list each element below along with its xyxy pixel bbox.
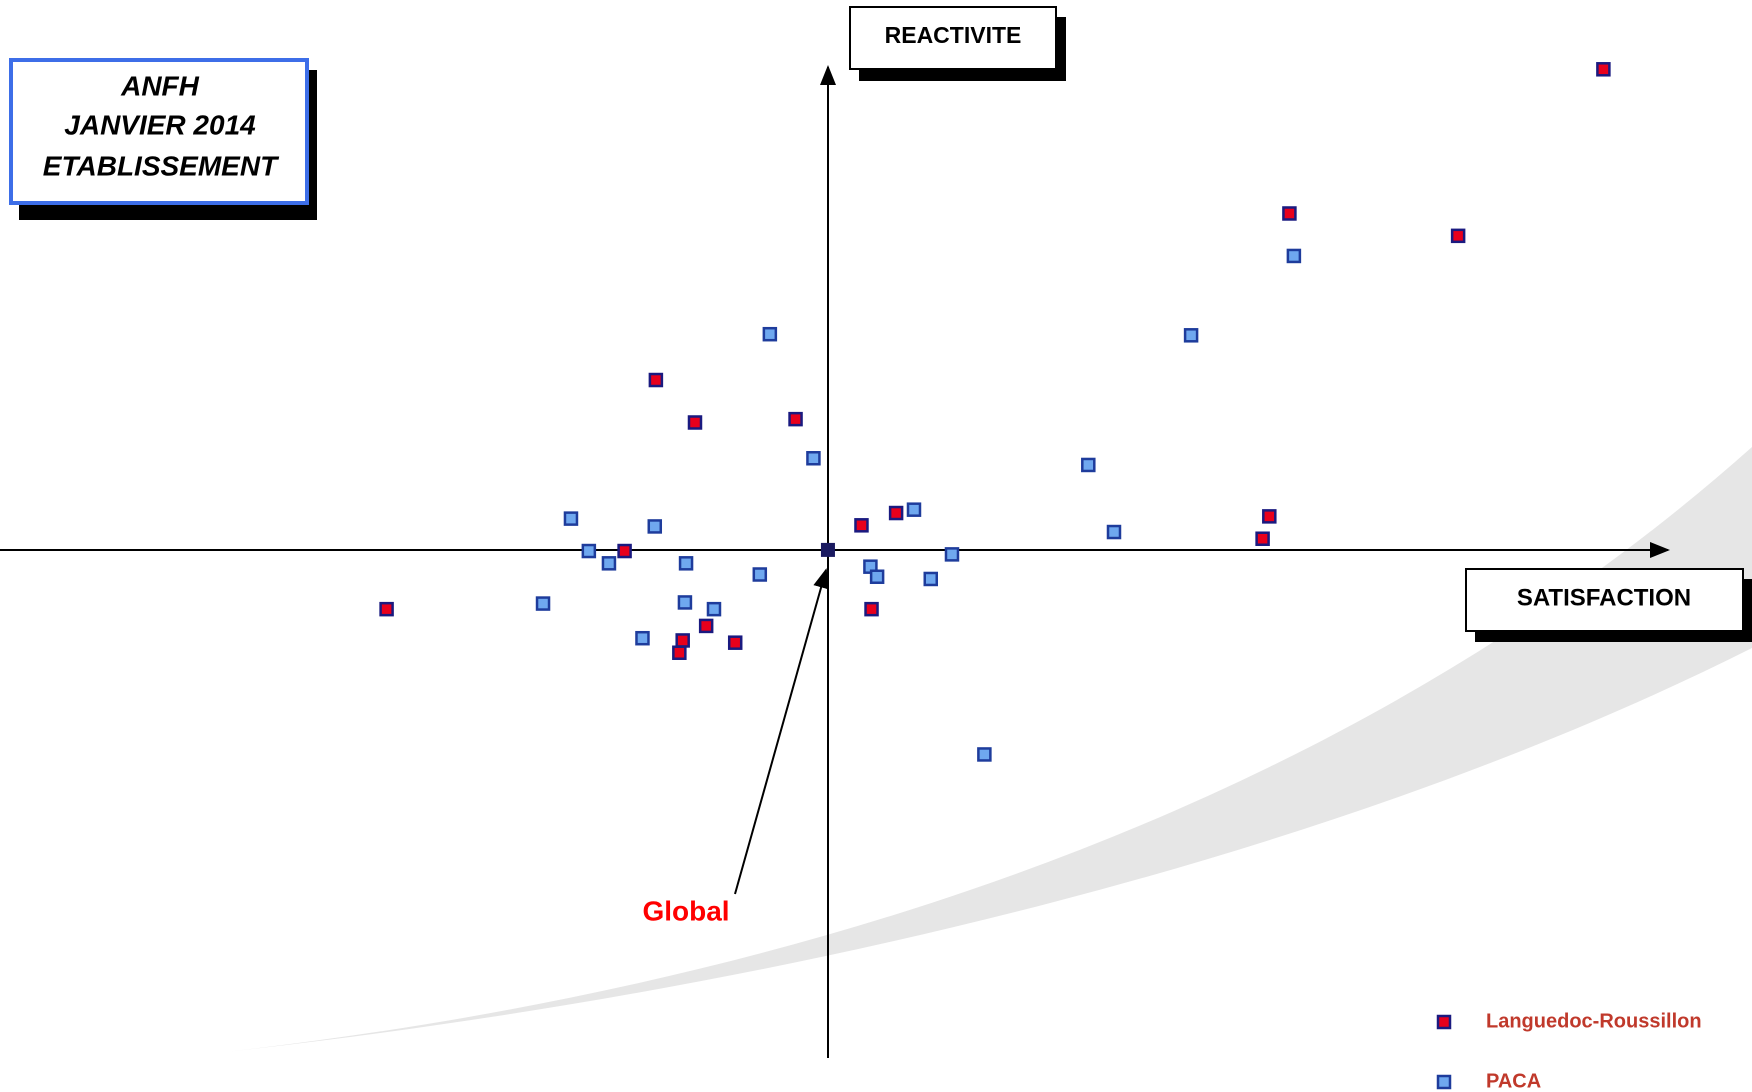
title-line: ETABLISSEMENT [43,150,280,181]
point [752,567,768,582]
point [906,502,922,517]
legend-swatch [1436,1074,1452,1090]
y-axis-label: REACTIVITE [885,22,1022,48]
point [864,601,879,617]
global-point [820,542,835,557]
point [535,596,551,611]
legend-label: Languedoc-Roussillon [1486,1010,1702,1032]
point [687,415,703,430]
point [698,618,714,634]
legend-label: PACA [1486,1070,1541,1092]
point [888,505,904,521]
point [1081,457,1096,473]
annotation-arrow [734,568,829,895]
title-box [9,58,309,205]
point [1286,248,1302,264]
point [581,543,597,559]
point [1183,328,1199,343]
point [1596,62,1611,77]
point [1262,509,1277,524]
point [1282,206,1297,221]
point [706,601,722,617]
x-axis-label: SATISFACTION [1517,584,1691,611]
point [1106,524,1122,540]
point [762,326,778,342]
point [635,630,650,646]
point [648,372,664,388]
point [806,451,821,466]
point [1450,228,1466,244]
legend-swatch [1436,1014,1452,1030]
point [727,635,743,650]
point [647,519,663,534]
point [379,601,394,617]
point [675,633,690,648]
point [977,747,992,762]
point [677,595,693,610]
point [944,547,960,562]
point [1255,531,1270,546]
point [601,556,617,571]
point [563,511,579,526]
annotation-text: Global [642,895,729,926]
title-line: ANFH [120,70,200,101]
point [923,571,938,587]
point [854,518,869,533]
point [617,543,632,559]
point [869,569,885,584]
title-line: JANVIER 2014 [64,109,256,140]
point [788,411,803,427]
swoosh [207,447,1752,1054]
y-label-box [849,6,1057,70]
x-label-box [1465,568,1744,632]
point [672,645,687,660]
point [678,556,694,571]
